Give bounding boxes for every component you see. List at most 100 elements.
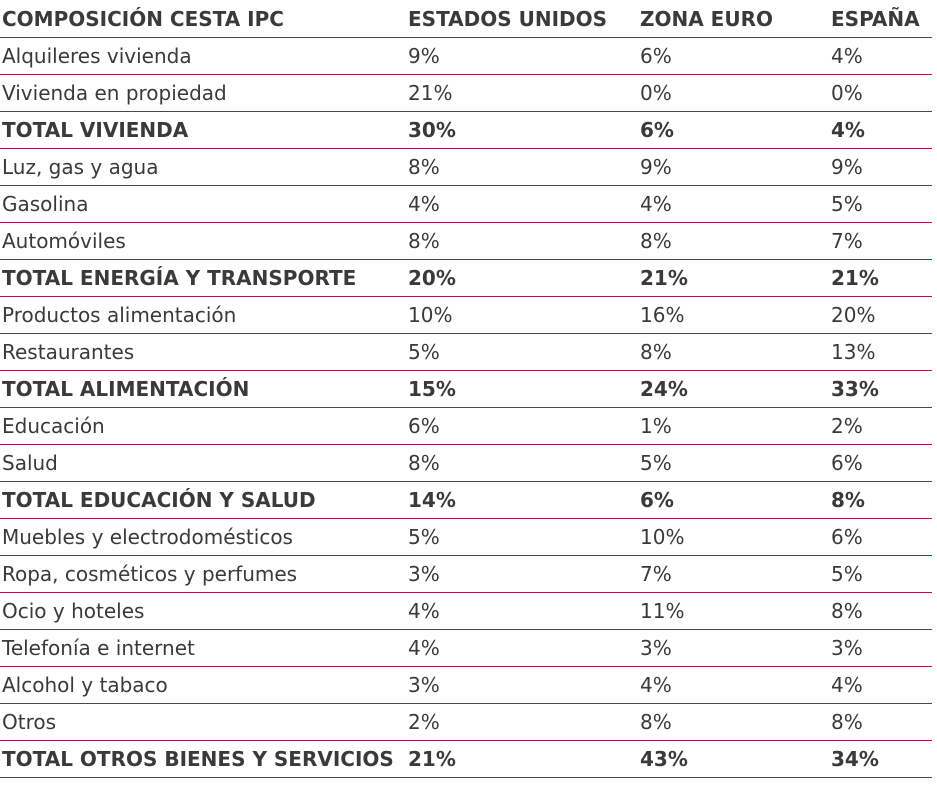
row-label: Otros — [0, 703, 406, 741]
row-label: Gasolina — [0, 185, 406, 223]
table-row: Ropa, cosméticos y perfumes 3% 7% 5% — [0, 555, 932, 593]
value-zona-euro: 4% — [638, 666, 829, 704]
row-label: Alcohol y tabaco — [0, 666, 406, 704]
value-estados-unidos: 6% — [406, 407, 638, 445]
value-espana: 21% — [829, 259, 932, 297]
value-estados-unidos: 14% — [406, 481, 638, 519]
table-row: Alquileres vivienda 9% 6% 4% — [0, 37, 932, 75]
table-row: Vivienda en propiedad 21% 0% 0% — [0, 74, 932, 112]
value-estados-unidos: 5% — [406, 333, 638, 371]
value-zona-euro: 8% — [638, 222, 829, 260]
table-row: Educación 6% 1% 2% — [0, 407, 932, 445]
row-label: Alquileres vivienda — [0, 37, 406, 75]
table-total-row: TOTAL EDUCACIÓN Y SALUD 14% 6% 8% — [0, 481, 932, 519]
row-label: Telefonía e internet — [0, 629, 406, 667]
row-label: TOTAL ALIMENTACIÓN — [0, 370, 406, 408]
row-label: Muebles y electrodomésticos — [0, 518, 406, 556]
table-row: Gasolina 4% 4% 5% — [0, 185, 932, 223]
value-espana: 6% — [829, 518, 932, 556]
table-row: Muebles y electrodomésticos 5% 10% 6% — [0, 518, 932, 556]
row-label: Ocio y hoteles — [0, 592, 406, 630]
value-estados-unidos: 5% — [406, 518, 638, 556]
value-espana: 33% — [829, 370, 932, 408]
value-espana: 5% — [829, 185, 932, 223]
table-total-row: TOTAL ENERGÍA Y TRANSPORTE 20% 21% 21% — [0, 259, 932, 297]
value-espana: 6% — [829, 444, 932, 482]
value-espana: 8% — [829, 592, 932, 630]
table-row: Automóviles 8% 8% 7% — [0, 222, 932, 260]
value-espana: 2% — [829, 407, 932, 445]
table-row: Salud 8% 5% 6% — [0, 444, 932, 482]
value-zona-euro: 9% — [638, 148, 829, 186]
value-estados-unidos: 3% — [406, 555, 638, 593]
value-estados-unidos: 3% — [406, 666, 638, 704]
table-total-row: TOTAL ALIMENTACIÓN 15% 24% 33% — [0, 370, 932, 408]
value-estados-unidos: 20% — [406, 259, 638, 297]
table-body: Alquileres vivienda 9% 6% 4% Vivienda en pro… — [0, 37, 932, 778]
table-row: Productos alimentación 10% 16% 20% — [0, 296, 932, 334]
value-espana: 5% — [829, 555, 932, 593]
value-estados-unidos: 8% — [406, 444, 638, 482]
value-zona-euro: 7% — [638, 555, 829, 593]
value-zona-euro: 10% — [638, 518, 829, 556]
column-header: COMPOSICIÓN CESTA IPC — [0, 0, 406, 38]
column-header: ZONA EURO — [638, 0, 829, 38]
value-espana: 9% — [829, 148, 932, 186]
value-espana: 34% — [829, 740, 932, 778]
header-row: COMPOSICIÓN CESTA IPC ESTADOS UNIDOS ZON… — [0, 0, 932, 38]
value-zona-euro: 16% — [638, 296, 829, 334]
value-zona-euro: 3% — [638, 629, 829, 667]
row-label: TOTAL OTROS BIENES Y SERVICIOS — [0, 740, 406, 778]
value-zona-euro: 24% — [638, 370, 829, 408]
row-label: Restaurantes — [0, 333, 406, 371]
value-zona-euro: 8% — [638, 333, 829, 371]
value-estados-unidos: 30% — [406, 111, 638, 149]
value-estados-unidos: 9% — [406, 37, 638, 75]
value-zona-euro: 1% — [638, 407, 829, 445]
value-estados-unidos: 8% — [406, 222, 638, 260]
row-label: Luz, gas y agua — [0, 148, 406, 186]
table-total-row: TOTAL OTROS BIENES Y SERVICIOS 21% 43% 34% — [0, 740, 932, 778]
column-header: ESPAÑA — [829, 0, 932, 38]
value-espana: 8% — [829, 481, 932, 519]
row-label: Ropa, cosméticos y perfumes — [0, 555, 406, 593]
value-espana: 8% — [829, 703, 932, 741]
value-estados-unidos: 15% — [406, 370, 638, 408]
value-estados-unidos: 2% — [406, 703, 638, 741]
row-label: TOTAL EDUCACIÓN Y SALUD — [0, 481, 406, 519]
value-estados-unidos: 8% — [406, 148, 638, 186]
table-row: Otros 2% 8% 8% — [0, 703, 932, 741]
value-zona-euro: 5% — [638, 444, 829, 482]
table-row: Ocio y hoteles 4% 11% 8% — [0, 592, 932, 630]
row-label: Salud — [0, 444, 406, 482]
value-estados-unidos: 21% — [406, 740, 638, 778]
value-zona-euro: 11% — [638, 592, 829, 630]
value-espana: 0% — [829, 74, 932, 112]
value-espana: 7% — [829, 222, 932, 260]
value-zona-euro: 4% — [638, 185, 829, 223]
value-estados-unidos: 4% — [406, 185, 638, 223]
table-row: Luz, gas y agua 8% 9% 9% — [0, 148, 932, 186]
value-estados-unidos: 21% — [406, 74, 638, 112]
column-header: ESTADOS UNIDOS — [406, 0, 638, 38]
value-estados-unidos: 4% — [406, 629, 638, 667]
value-zona-euro: 6% — [638, 37, 829, 75]
row-label: Educación — [0, 407, 406, 445]
row-label: TOTAL VIVIENDA — [0, 111, 406, 149]
value-zona-euro: 43% — [638, 740, 829, 778]
value-espana: 4% — [829, 37, 932, 75]
row-label: Vivienda en propiedad — [0, 74, 406, 112]
value-espana: 4% — [829, 111, 932, 149]
value-espana: 13% — [829, 333, 932, 371]
value-espana: 3% — [829, 629, 932, 667]
table-row: Telefonía e internet 4% 3% 3% — [0, 629, 932, 667]
value-zona-euro: 21% — [638, 259, 829, 297]
table-row: Restaurantes 5% 8% 13% — [0, 333, 932, 371]
row-label: Automóviles — [0, 222, 406, 260]
value-espana: 4% — [829, 666, 932, 704]
value-zona-euro: 6% — [638, 481, 829, 519]
value-espana: 20% — [829, 296, 932, 334]
row-label: TOTAL ENERGÍA Y TRANSPORTE — [0, 259, 406, 297]
table-total-row: TOTAL VIVIENDA 30% 6% 4% — [0, 111, 932, 149]
